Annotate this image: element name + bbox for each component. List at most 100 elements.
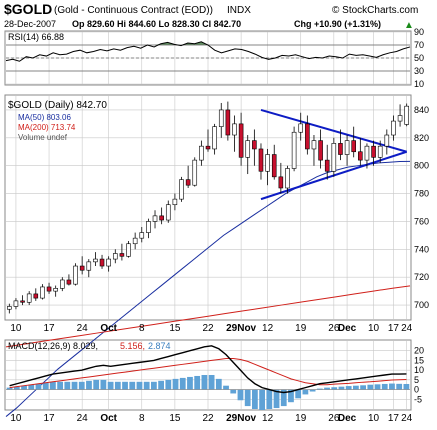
macd-histogram-bar — [21, 385, 27, 390]
macd-histogram-bar — [42, 382, 49, 390]
x-tick-label: 17 — [388, 323, 400, 334]
macd-histogram-bar — [136, 381, 143, 390]
x-tick-label: 15 — [169, 323, 181, 334]
quote-ohlc: Op 829.60 Hi 844.60 Lo 828.30 Cl 842.70 — [72, 19, 241, 29]
macd-tick-label: -5 — [414, 394, 422, 404]
macd-histogram-bar — [280, 389, 287, 407]
x-tick-label: Oct — [100, 323, 117, 334]
price-label: $GOLD (Daily) 842.70 — [8, 100, 107, 111]
macd-histogram-bar — [13, 386, 20, 390]
x-tick-label: 10 — [10, 323, 22, 334]
candle-body — [351, 140, 356, 153]
macd-histogram-bar — [244, 389, 251, 407]
macd-histogram-bar — [273, 389, 280, 409]
macd-histogram-bar — [194, 375, 201, 390]
candle-body — [86, 261, 92, 271]
x-tick-label: 24 — [401, 413, 413, 424]
price-tick-label: 840 — [414, 105, 429, 115]
legend-volume: Volume undef — [18, 133, 68, 142]
candle-body — [358, 151, 363, 161]
copyright-link[interactable]: © StockCharts.com — [332, 5, 418, 16]
trendline — [260, 108, 407, 153]
macd-histogram-bar — [252, 389, 258, 409]
rsi-tick-label: 30 — [414, 66, 424, 76]
candle-body — [106, 258, 111, 267]
macd-histogram-bar — [403, 383, 410, 390]
candle-body — [252, 140, 257, 150]
candle-body — [338, 143, 343, 155]
macd-histogram-bar — [374, 384, 381, 390]
macd-histogram-bar — [201, 375, 208, 390]
candle-body — [165, 204, 171, 221]
x-tick-label: 12 — [262, 323, 274, 334]
candle-body — [291, 131, 297, 169]
exchange-label: INDX — [227, 5, 251, 16]
price-tick-label: 800 — [414, 161, 429, 171]
macd-histogram-bar — [331, 387, 338, 390]
x-tick-label: 15 — [169, 413, 181, 424]
candle-body — [7, 306, 12, 310]
x-tick-label: 10 — [368, 413, 380, 424]
x-tick-label: 22 — [202, 323, 214, 334]
price-tick-label: 700 — [414, 300, 429, 310]
macd-histogram-bar — [345, 386, 352, 390]
candle-body — [311, 140, 317, 150]
candle-body — [232, 123, 237, 136]
macd-histogram-bar — [6, 387, 13, 390]
candle-body — [271, 154, 277, 178]
candle-body — [205, 145, 211, 150]
candle-body — [119, 253, 125, 257]
candle-body — [60, 279, 65, 289]
macd-histogram-bar — [129, 381, 136, 390]
candle-body — [146, 221, 151, 233]
macd-histogram-bar — [309, 389, 316, 392]
candle-body — [285, 168, 290, 189]
macd-histogram-bar — [324, 387, 330, 390]
macd-histogram-bar — [230, 389, 237, 394]
rsi-tick-label: 90 — [414, 27, 424, 37]
x-tick-label: 19 — [295, 413, 307, 424]
legend-ma200: MA(200) 713.74 — [18, 123, 76, 132]
x-tick-label: 8 — [139, 323, 145, 334]
candle-body — [258, 148, 264, 172]
candle-body — [364, 145, 370, 161]
candle-body — [79, 265, 85, 271]
macd-series — [6, 345, 410, 410]
candle-body — [159, 215, 164, 221]
candle-body — [93, 258, 98, 263]
x-tick-label: 22 — [202, 413, 214, 424]
rsi-label: RSI(14) 66.88 — [8, 32, 64, 42]
macd-tick-label: 20 — [414, 346, 424, 356]
macd-histogram-bar — [158, 380, 164, 390]
candle-body — [265, 154, 270, 172]
ma200-line — [5, 285, 411, 348]
macd-histogram-bar — [64, 381, 71, 390]
macd-tick-label: 15 — [414, 355, 424, 365]
candle-body — [344, 140, 350, 155]
macd-histogram-bar — [78, 381, 85, 390]
candle-body — [331, 143, 337, 172]
macd-histogram-bar — [389, 383, 395, 390]
candle-body — [179, 179, 184, 200]
macd-tick-label: 0 — [414, 385, 419, 395]
macd-histogram-bar — [172, 378, 179, 390]
macd-histogram-bar — [237, 389, 244, 401]
x-tick-label: 8 — [139, 413, 145, 424]
macd-histogram-bar — [223, 385, 229, 390]
macd-histogram-bar — [107, 381, 114, 390]
candle-body — [53, 288, 58, 292]
macd-histogram-bar — [100, 379, 107, 390]
macd-histogram-bar — [57, 381, 63, 390]
x-tick-label: 26 — [328, 413, 340, 424]
candle-body — [404, 105, 409, 125]
macd-legend-hist: 2.874 — [148, 341, 171, 351]
macd-histogram-bar — [165, 379, 172, 390]
macd-histogram-bar — [367, 384, 374, 390]
x-tick-label: Dec — [338, 323, 357, 334]
candle-body — [99, 258, 105, 267]
macd-tick-label: 10 — [414, 365, 424, 375]
macd-histogram-bar — [338, 386, 345, 390]
x-tick-label: 10 — [10, 413, 22, 424]
